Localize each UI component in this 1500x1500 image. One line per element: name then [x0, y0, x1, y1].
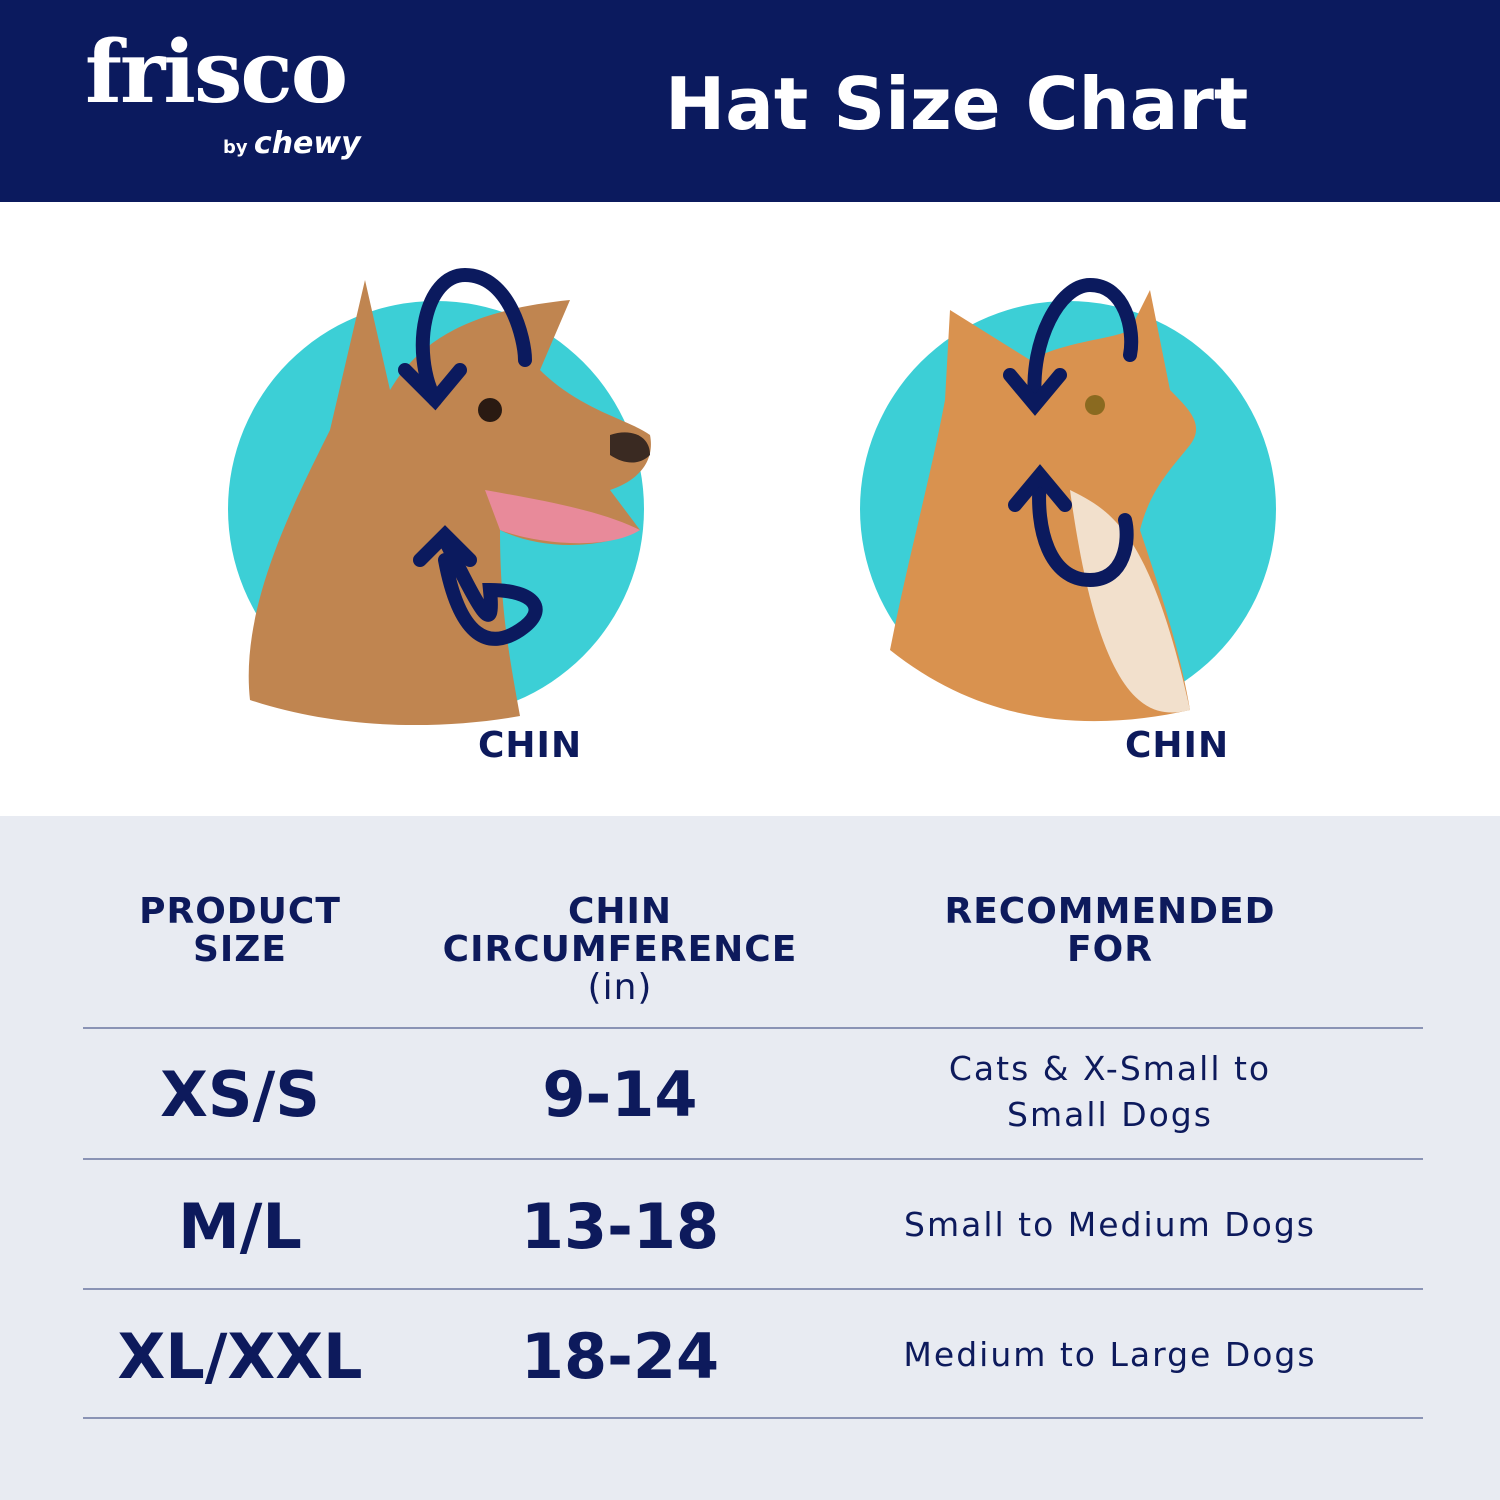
- row-recommended: Small to Medium Dogs: [904, 1205, 1316, 1244]
- divider: [83, 1417, 1423, 1419]
- header-product-size: PRODUCT SIZE: [139, 891, 341, 970]
- row-chin-range: 18-24: [520, 1320, 720, 1393]
- row-size: XL/XXL: [117, 1320, 363, 1393]
- row-chin-range: 9-14: [542, 1058, 698, 1131]
- row-recommended: Cats & X-Small to Small Dogs: [948, 1049, 1272, 1134]
- row-size: XS/S: [160, 1058, 320, 1131]
- logo-brand: frisco: [85, 22, 348, 123]
- header-banner: frisco by chewy Hat Size Chart: [0, 0, 1500, 202]
- header-chin-circumference: CHIN CIRCUMFERENCE (in): [442, 891, 798, 1008]
- logo-byline: by chewy: [223, 126, 361, 161]
- cat-illustration: CHIN: [770, 230, 1370, 790]
- divider: [83, 1288, 1423, 1290]
- row-size: M/L: [178, 1190, 302, 1263]
- divider: [83, 1027, 1423, 1029]
- dog-chin-label: CHIN: [478, 725, 583, 766]
- row-recommended: Medium to Large Dogs: [903, 1335, 1317, 1374]
- dog-illustration: CHIN: [140, 230, 740, 790]
- divider: [83, 1158, 1423, 1160]
- page-title: Hat Size Chart: [665, 62, 1249, 146]
- frisco-logo: frisco by chewy: [85, 22, 361, 162]
- row-chin-range: 13-18: [520, 1190, 720, 1263]
- cat-chin-label: CHIN: [1125, 725, 1230, 766]
- header-recommended-for: RECOMMENDED FOR: [944, 891, 1276, 970]
